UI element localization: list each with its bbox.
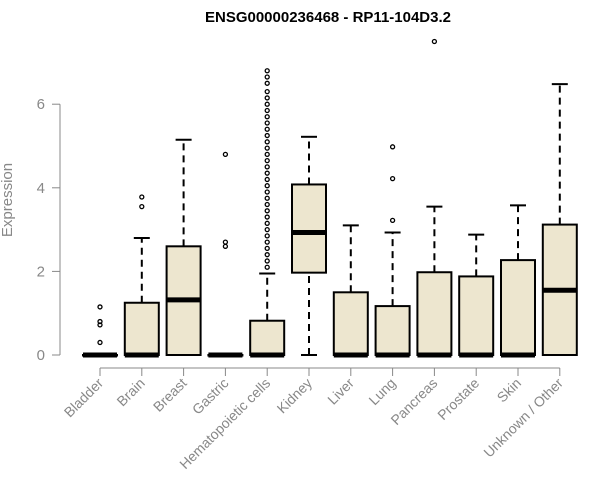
outlier-point [264,195,270,201]
y-axis-label: Expression [0,163,16,237]
outlier-point [389,175,396,182]
outlier-point [264,101,270,107]
box-body [416,271,453,356]
outlier-point [264,208,270,214]
outlier-point [264,214,270,220]
outlier-point [264,252,270,258]
box-brain [123,194,160,358]
box-body [458,275,495,356]
outlier-point [264,80,270,86]
x-tick-label: Unknown / Other [480,375,566,461]
box-bladder [82,304,118,358]
outlier-point [264,220,270,226]
outlier-point [264,226,270,233]
box-body [123,301,160,356]
x-tick-label: Brain [113,375,147,409]
chart-title: ENSG00000236468 - RP11-104D3.2 [205,9,451,26]
outlier-point [264,258,270,264]
box-gastric [207,151,244,358]
outlier-point [222,243,229,249]
y-tick-label: 6 [37,96,45,113]
outlier-point [264,139,270,145]
box-body [500,259,536,357]
outlier-point [97,318,103,325]
outlier-point [264,245,270,252]
outlier-point [264,114,270,120]
box-body [249,319,286,356]
x-tick-label: Lung [365,375,398,408]
box-liver [332,224,369,358]
box-breast [165,138,202,357]
outlier-point [97,322,103,328]
y-tick-label: 0 [37,347,45,364]
outlier-point [389,144,396,150]
box-pancreas [416,38,453,358]
outlier-point [97,304,103,310]
outlier-point [264,74,270,80]
outlier-point [139,194,145,200]
outlier-point [264,120,270,126]
outlier-point [389,217,396,224]
outlier-point [264,89,270,95]
outlier-point [222,151,229,158]
outlier-point [97,339,103,346]
box-body [374,305,411,356]
outlier-point [264,189,270,195]
outlier-point [264,239,270,245]
y-tick-label: 2 [37,263,45,280]
outlier-point [264,95,270,101]
box-prostate [458,233,495,358]
outlier-point [264,183,270,189]
outlier-point [264,157,270,164]
outlier-point [264,164,270,170]
outlier-point [264,201,270,208]
box-lung [374,144,411,358]
box-body [291,183,327,274]
x-tick-label: Prostate [434,375,482,423]
box-skin [500,204,536,358]
x-tick-label: Breast [150,375,190,415]
outlier-point [431,38,438,45]
box-unknown-other [541,83,578,356]
x-tick-label: Bladder [61,375,107,421]
outlier-point [264,107,270,114]
outlier-point [264,126,270,132]
box-body [332,291,369,356]
box-kidney [291,135,327,356]
outlier-point [264,176,270,183]
x-tick-label: Kidney [274,375,316,417]
x-tick-label: Liver [324,375,357,408]
outlier-point [264,145,270,151]
y-tick-label: 4 [37,180,45,197]
outlier-point [264,233,270,239]
outlier-point [222,239,229,245]
outlier-point [264,132,270,139]
x-tick-label: Skin [494,375,525,406]
outlier-point [264,68,270,74]
outlier-point [264,151,270,158]
box-hematopoietic-cells [249,68,286,358]
outlier-point [139,203,145,210]
outlier-point [264,264,270,270]
box-series [82,38,578,358]
outlier-point [264,170,270,176]
